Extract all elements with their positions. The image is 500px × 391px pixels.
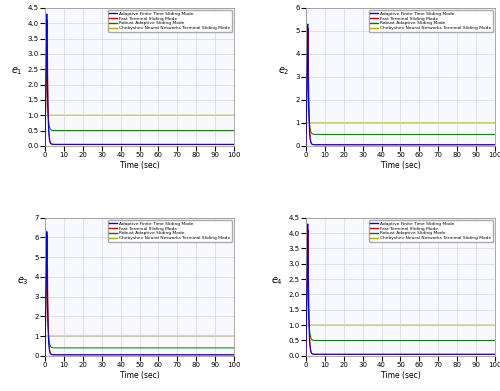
X-axis label: Time (sec): Time (sec) (380, 161, 420, 170)
Y-axis label: $e_2$: $e_2$ (278, 65, 290, 77)
Legend: Adaptive Finite Time Sliding Mode, Fast Terminal Sliding Mode, Robust Adaptive S: Adaptive Finite Time Sliding Mode, Fast … (368, 220, 493, 242)
Legend: Adaptive Finite Time Sliding Mode, Fast Terminal Sliding Mode, Robust Adaptive S: Adaptive Finite Time Sliding Mode, Fast … (368, 10, 493, 32)
Y-axis label: $e_4$: $e_4$ (272, 275, 283, 287)
X-axis label: Time (sec): Time (sec) (380, 371, 420, 380)
Legend: Adaptive Finite Time Sliding Mode, Fast Terminal Sliding Mode, Robust Adaptive S: Adaptive Finite Time Sliding Mode, Fast … (108, 220, 232, 242)
X-axis label: Time (sec): Time (sec) (120, 161, 160, 170)
Y-axis label: $e_3$: $e_3$ (18, 275, 29, 287)
X-axis label: Time (sec): Time (sec) (120, 371, 160, 380)
Legend: Adaptive Finite Time Sliding Mode, Fast Terminal Sliding Mode, Robust Adaptive S: Adaptive Finite Time Sliding Mode, Fast … (108, 10, 232, 32)
Y-axis label: $e_1$: $e_1$ (10, 65, 22, 77)
